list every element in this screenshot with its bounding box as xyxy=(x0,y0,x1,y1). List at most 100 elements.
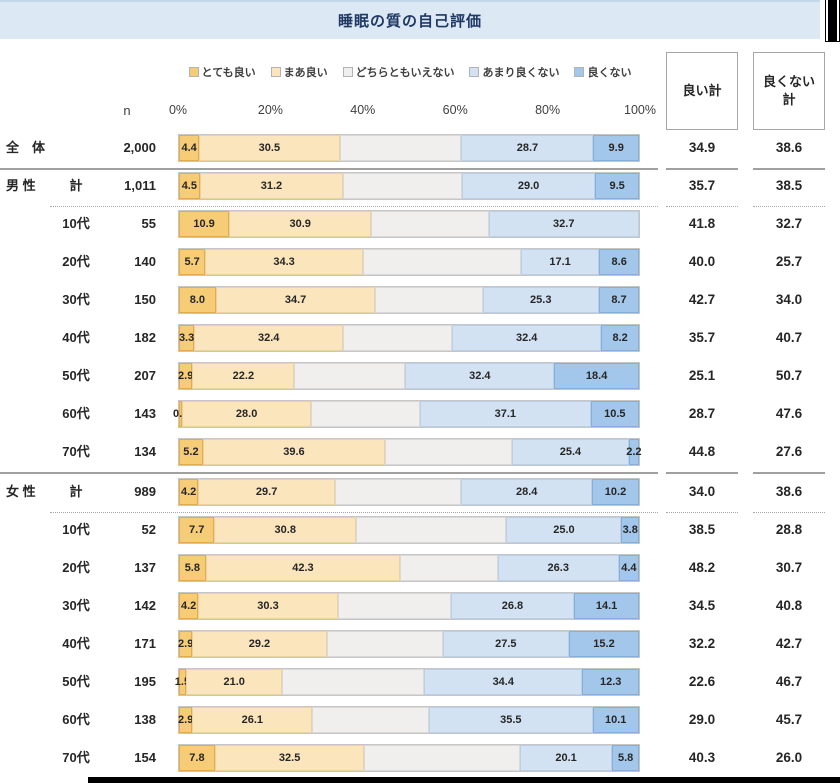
segment-fairly-good: 26.1 xyxy=(192,707,313,733)
row-sub-label: 50代 xyxy=(62,674,90,689)
bad-total-value: 42.7 xyxy=(775,636,803,651)
row-group-label: 全 体 xyxy=(6,140,46,155)
segment-not-good: 8.6 xyxy=(599,249,639,275)
segment-very-good: 5.8 xyxy=(179,555,206,581)
segment-value-label: 5.2 xyxy=(183,446,199,458)
stacked-bar: 4.2 30.3 26.8 14.1 xyxy=(178,592,640,620)
segment-very-good: 5.2 xyxy=(179,439,203,465)
legend-label: あまり良くない xyxy=(482,67,560,79)
segment-fairly-good: 30.5 xyxy=(199,135,340,161)
good-total-value: 42.7 xyxy=(688,292,716,307)
segment-value-label: 9.9 xyxy=(608,142,624,154)
row-n-value: 207 xyxy=(134,368,156,383)
segment-very-good: 4.5 xyxy=(179,173,200,199)
row-divider xyxy=(50,206,658,207)
segment-value-label: 8.2 xyxy=(612,332,628,344)
segment-neutral xyxy=(334,479,462,505)
row-divider xyxy=(753,206,825,207)
segment-value-label: 12.3 xyxy=(599,676,622,688)
segment-value-label: 27.5 xyxy=(495,638,517,650)
stacked-bar: 3.3 32.4 32.4 8.2 xyxy=(178,324,640,352)
segment-value-label: 17.1 xyxy=(549,256,571,268)
table-row: 30代 150 8.0 34.7 25.3 8.7 42.7 34.0 xyxy=(0,286,840,314)
segment-not-good: 2.2 xyxy=(626,439,642,465)
segment-fairly-good: 32.4 xyxy=(194,325,344,351)
bad-total-value: 46.7 xyxy=(775,674,803,689)
segment-not-very-good: 25.3 xyxy=(482,287,599,313)
bad-total-header-box: 良くない 計 xyxy=(753,52,825,130)
segment-not-very-good: 32.4 xyxy=(405,363,555,389)
row-sub-label: 40代 xyxy=(62,330,90,345)
bottom-black-bar xyxy=(88,777,840,783)
row-divider xyxy=(753,512,825,513)
bad-total-value: 40.8 xyxy=(775,598,803,613)
bad-total-value: 30.7 xyxy=(775,560,803,575)
row-n-value: 2,000 xyxy=(123,140,156,155)
table-row: 60代 143 0.7 28.0 37.1 10.5 28.7 47.6 xyxy=(0,400,840,428)
stacked-bar: 7.8 32.5 20.1 5.8 xyxy=(178,744,640,772)
table-row: 20代 137 5.8 42.3 26.3 4.4 48.2 30.7 xyxy=(0,554,840,582)
segment-very-good: 4.2 xyxy=(179,593,199,619)
segment-very-good: 7.8 xyxy=(179,745,215,771)
segment-not-very-good: 27.5 xyxy=(442,631,570,657)
row-n-value: 150 xyxy=(134,292,156,307)
good-total-value: 22.6 xyxy=(688,674,716,689)
segment-not-very-good: 26.3 xyxy=(497,555,619,581)
segment-value-label: 22.2 xyxy=(232,370,255,382)
legend-label: まあ良い xyxy=(283,67,328,79)
stacked-bar: 10.9 30.9 32.7 xyxy=(178,210,640,238)
segment-value-label: 32.7 xyxy=(553,218,575,230)
segment-value-label: 26.1 xyxy=(241,714,264,726)
segment-fairly-good: 34.3 xyxy=(205,249,363,275)
legend-item-very-good: とても良い xyxy=(188,64,256,80)
bad-total-value: 28.8 xyxy=(775,522,803,537)
segment-value-label: 8.7 xyxy=(611,294,627,306)
good-total-header-label: 良い計 xyxy=(682,83,722,99)
segment-fairly-good: 29.2 xyxy=(192,631,327,657)
row-n-value: 989 xyxy=(134,484,156,499)
segment-fairly-good: 29.7 xyxy=(198,479,335,505)
row-n-value: 134 xyxy=(134,444,156,459)
x-axis-tick: 60% xyxy=(442,103,468,117)
segment-very-good: 4.2 xyxy=(179,479,199,505)
bad-total-value: 34.0 xyxy=(775,292,803,307)
good-total-value: 28.7 xyxy=(688,406,716,421)
row-sub-label: 計 xyxy=(69,178,83,193)
segment-value-label: 28.7 xyxy=(516,142,539,154)
row-divider xyxy=(666,206,738,207)
segment-not-very-good: 28.7 xyxy=(461,135,594,161)
segment-value-label: 29.2 xyxy=(248,638,271,650)
segment-not-very-good: 32.4 xyxy=(452,325,602,351)
segment-fairly-good: 42.3 xyxy=(205,555,401,581)
table-row: 男 性 計 1,011 4.5 31.2 29.0 9.5 35.7 38.5 xyxy=(0,172,840,200)
stacked-bar: 4.4 30.5 28.7 9.9 xyxy=(178,134,640,162)
segment-value-label: 25.4 xyxy=(559,446,582,458)
row-divider xyxy=(666,512,738,513)
row-divider xyxy=(0,472,658,474)
row-divider xyxy=(666,472,738,474)
n-column-header: n xyxy=(123,103,131,118)
row-n-value: 143 xyxy=(134,406,156,421)
legend-item-fairly-good: まあ良い xyxy=(270,64,328,80)
stacked-bar: 0.7 28.0 37.1 10.5 xyxy=(173,400,640,428)
good-total-value: 34.0 xyxy=(688,484,716,499)
good-total-value: 40.3 xyxy=(688,750,716,765)
segment-value-label: 30.9 xyxy=(289,218,311,230)
segment-value-label: 15.2 xyxy=(593,638,615,650)
row-n-value: 138 xyxy=(134,712,156,727)
legend-swatch xyxy=(469,67,480,77)
segment-very-good: 7.7 xyxy=(179,517,215,543)
row-n-value: 142 xyxy=(134,598,156,613)
good-total-value: 34.5 xyxy=(688,598,716,613)
bad-total-value: 26.0 xyxy=(775,750,803,765)
bad-total-value: 25.7 xyxy=(775,254,803,269)
segment-neutral xyxy=(339,135,462,161)
legend-swatch xyxy=(342,67,353,77)
row-sub-label: 20代 xyxy=(62,560,90,575)
segment-not-good: 8.7 xyxy=(598,287,639,313)
row-n-value: 195 xyxy=(134,674,156,689)
segment-value-label: 10.2 xyxy=(604,486,627,498)
segment-very-good: 3.3 xyxy=(179,325,194,351)
segment-value-label: 4.2 xyxy=(181,600,197,612)
row-n-value: 52 xyxy=(141,522,156,537)
